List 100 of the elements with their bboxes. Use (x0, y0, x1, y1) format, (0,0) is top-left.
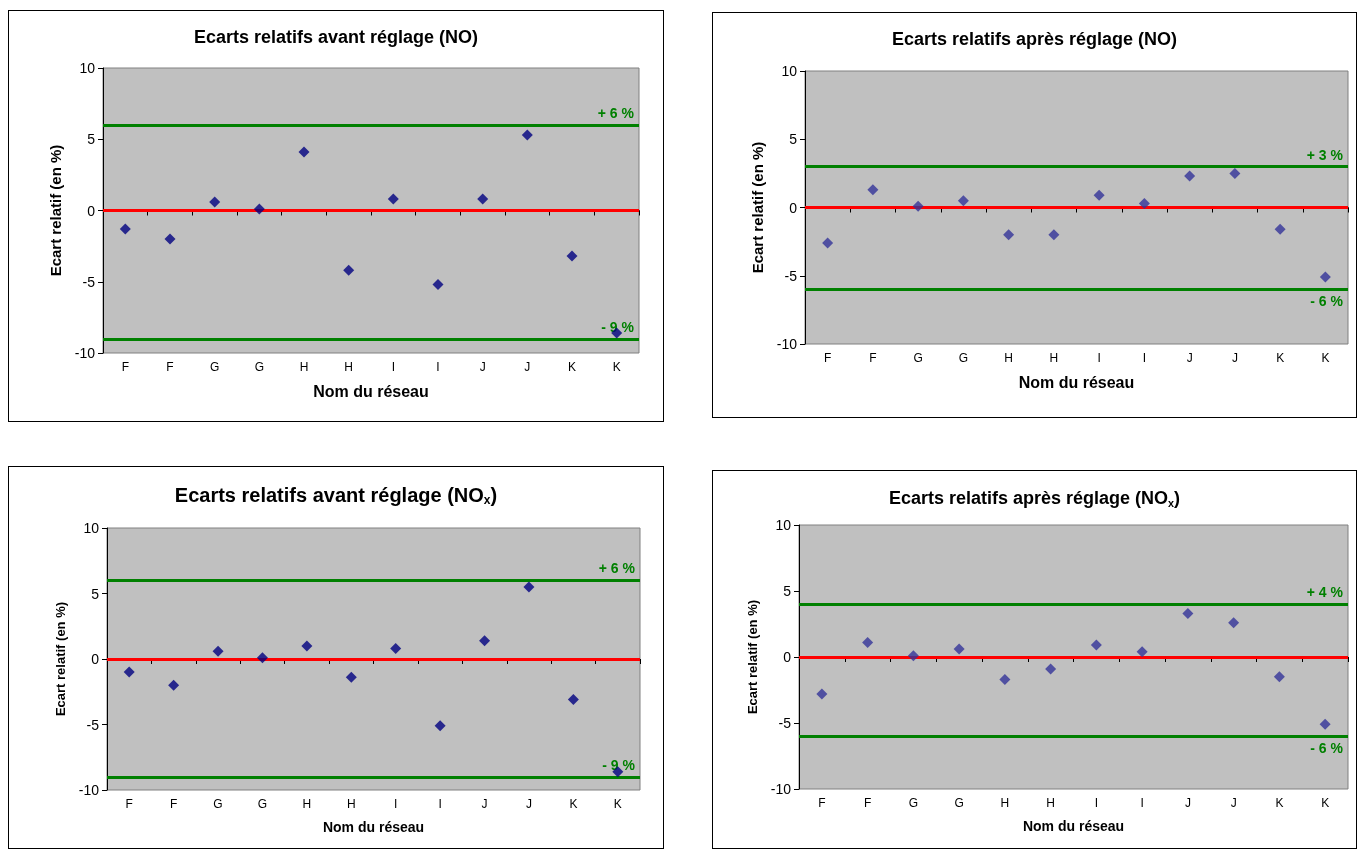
x-tick-label: K (612, 360, 621, 374)
x-tick-label: I (1140, 796, 1144, 810)
ref-line-label: - 6 % (1310, 293, 1344, 310)
point (953, 643, 965, 655)
x-tick-label: K (1275, 796, 1284, 810)
x-tick-label: F (169, 797, 178, 811)
point (298, 146, 310, 158)
point (1003, 229, 1015, 241)
x-tick-label: I (436, 360, 440, 374)
x-tick-label: G (209, 360, 220, 374)
point (1048, 229, 1060, 241)
x-tick-label: K (1321, 351, 1330, 365)
x-tick-label: I (1097, 351, 1101, 365)
point (253, 203, 265, 215)
point (164, 233, 176, 245)
point (212, 645, 224, 657)
x-tick-label: H (1046, 796, 1055, 810)
y-tick-label: 10 (79, 60, 96, 76)
point (479, 635, 491, 647)
y-tick-label: -10 (78, 782, 100, 798)
y-tick-label: -10 (74, 345, 96, 361)
x-tick-label: J (1186, 351, 1193, 365)
point (123, 666, 135, 678)
y-axis-title: Ecart relatif (en %) (47, 144, 64, 277)
x-tick-label: H (1049, 351, 1059, 365)
x-tick-label: I (1142, 351, 1147, 365)
point (816, 688, 828, 700)
x-tick-label: G (908, 796, 919, 810)
ref-line-label: + 6 % (598, 560, 636, 577)
x-tick-label: F (818, 796, 826, 810)
y-tick-label: 5 (783, 583, 792, 599)
x-tick-label: H (1004, 351, 1013, 365)
ref-line-label: - 6 % (1310, 740, 1344, 757)
x-tick-label: K (567, 360, 577, 374)
point (957, 195, 969, 207)
x-tick-label: J (1184, 796, 1191, 810)
y-tick-label: -10 (776, 336, 798, 352)
x-tick-label: I (438, 797, 442, 811)
x-tick-label: J (481, 797, 488, 811)
point (1228, 617, 1240, 629)
ref-line-label: + 4 % (1306, 584, 1344, 601)
point (1184, 170, 1196, 182)
y-axis-title: Ecart relatif (en %) (745, 599, 760, 715)
point (1182, 607, 1194, 619)
point (1273, 671, 1285, 683)
y-tick-label: -5 (784, 267, 798, 284)
point (343, 264, 355, 276)
ref-line-label: + 3 % (1306, 146, 1344, 163)
x-tick-label: I (391, 360, 396, 374)
x-tick-label: G (257, 797, 268, 811)
point (1319, 271, 1331, 283)
x-axis-title: Nom du réseau (313, 382, 429, 400)
x-axis-title: Nom du réseau (1018, 373, 1135, 391)
ref-line-label: + 6 % (597, 105, 635, 121)
point (390, 643, 402, 655)
y-tick-label: 0 (87, 202, 96, 219)
point (1093, 189, 1105, 201)
x-tick-label: K (613, 797, 622, 811)
x-tick-label: F (125, 797, 133, 811)
y-tick-label: -5 (86, 716, 100, 733)
point (345, 671, 357, 683)
point (256, 652, 268, 664)
x-tick-label: J (1231, 351, 1238, 365)
point (822, 237, 834, 249)
point (1274, 223, 1286, 235)
point (867, 184, 879, 196)
point (912, 200, 924, 212)
x-tick-label: F (863, 796, 872, 810)
point (209, 196, 221, 208)
point (387, 193, 399, 205)
point (1138, 197, 1150, 209)
y-tick-label: 10 (775, 517, 792, 533)
x-tick-label: G (213, 797, 223, 811)
x-tick-label: H (346, 797, 356, 811)
y-tick-label: 10 (83, 520, 100, 536)
chart-title: Ecarts relatifs après réglage (NO) (891, 29, 1178, 49)
x-tick-label: H (299, 360, 309, 374)
y-tick-label: 10 (781, 63, 798, 79)
point (432, 279, 444, 291)
point (1136, 646, 1148, 658)
y-tick-label: 0 (91, 651, 100, 667)
point (1090, 639, 1102, 651)
y-axis-title: Ecart relatif (en %) (749, 141, 766, 274)
y-tick-label: 0 (789, 199, 798, 216)
x-tick-label: G (254, 360, 265, 374)
y-tick-label: 5 (87, 131, 96, 148)
y-tick-label: 5 (789, 131, 798, 148)
point (1045, 663, 1057, 675)
point (434, 720, 446, 732)
point (567, 694, 579, 706)
x-tick-label: F (823, 351, 832, 365)
point (477, 193, 489, 205)
x-tick-label: G (913, 351, 923, 365)
point (907, 650, 919, 662)
point (1229, 167, 1241, 179)
point (119, 223, 131, 235)
y-tick-label: 0 (783, 649, 792, 665)
x-tick-label: F (166, 360, 174, 374)
x-tick-label: J (479, 360, 486, 374)
point (301, 640, 313, 652)
